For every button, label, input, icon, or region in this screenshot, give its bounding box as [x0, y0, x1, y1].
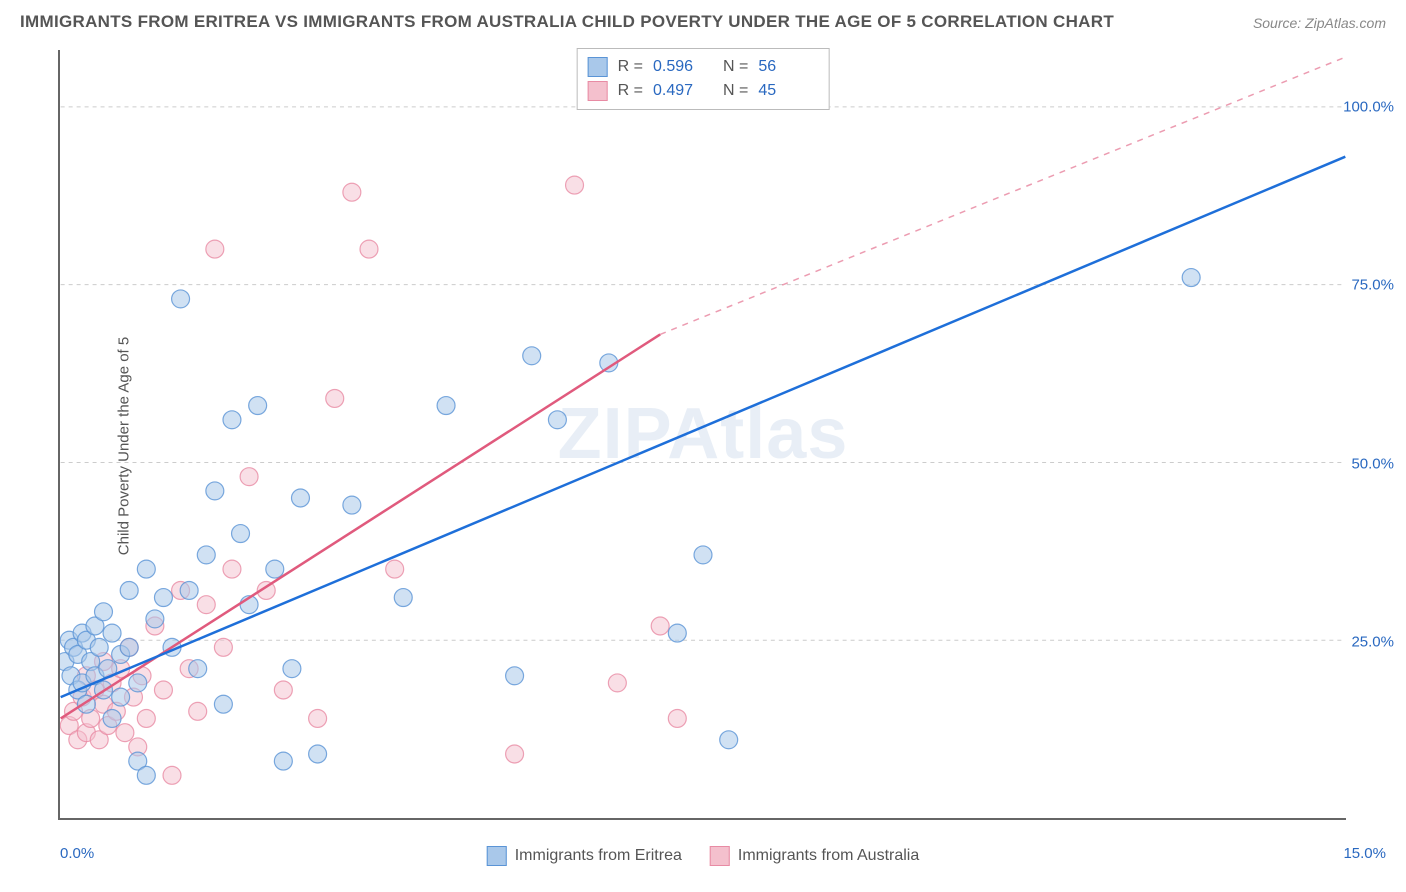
r-label: R = — [618, 82, 643, 100]
r-label: R = — [618, 58, 643, 76]
r-value-eritrea: 0.596 — [653, 58, 713, 76]
chart-title: IMMIGRANTS FROM ERITREA VS IMMIGRANTS FR… — [20, 12, 1114, 32]
source-label: Source: ZipAtlas.com — [1253, 15, 1386, 31]
x-tick-max: 15.0% — [1343, 845, 1386, 862]
n-label: N = — [723, 58, 748, 76]
corr-row-eritrea: R = 0.596 N = 56 — [588, 55, 819, 79]
n-label: N = — [723, 82, 748, 100]
chart-svg — [60, 50, 1346, 818]
swatch-eritrea — [487, 846, 507, 866]
plot-area: ZIPAtlas — [58, 50, 1346, 820]
y-tick-label: 75.0% — [1351, 277, 1394, 294]
legend-label-australia: Immigrants from Australia — [738, 847, 919, 865]
legend-item-eritrea: Immigrants from Eritrea — [487, 846, 682, 866]
y-tick-label: 100.0% — [1343, 99, 1394, 116]
x-tick-min: 0.0% — [60, 845, 94, 862]
corr-row-australia: R = 0.497 N = 45 — [588, 79, 819, 103]
y-tick-label: 50.0% — [1351, 455, 1394, 472]
n-value-australia: 45 — [758, 82, 818, 100]
swatch-australia — [588, 81, 608, 101]
correlation-box: R = 0.596 N = 56 R = 0.497 N = 45 — [577, 48, 830, 110]
swatch-eritrea — [588, 57, 608, 77]
legend-label-eritrea: Immigrants from Eritrea — [515, 847, 682, 865]
y-tick-label: 25.0% — [1351, 633, 1394, 650]
n-value-eritrea: 56 — [758, 58, 818, 76]
r-value-australia: 0.497 — [653, 82, 713, 100]
legend-item-australia: Immigrants from Australia — [710, 846, 919, 866]
bottom-legend: Immigrants from Eritrea Immigrants from … — [487, 846, 920, 866]
swatch-australia — [710, 846, 730, 866]
